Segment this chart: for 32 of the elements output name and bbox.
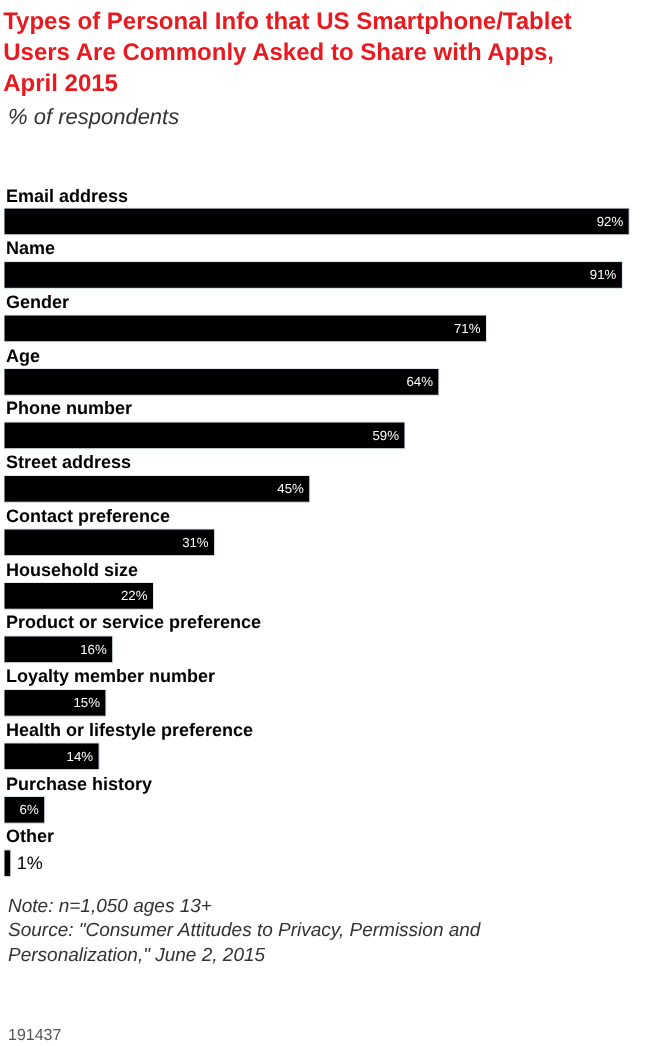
y-tick-label: Other — [6, 826, 55, 846]
y-tick-label: Phone number — [6, 398, 133, 418]
y-tick-label: Contact preference — [6, 506, 171, 526]
bar — [4, 314, 487, 343]
y-tick-label: Health or lifestyle preference — [6, 720, 254, 740]
bar — [4, 688, 107, 717]
bar — [4, 849, 12, 878]
y-tick-label: Loyalty member number — [6, 666, 217, 686]
y-tick-label: Age — [6, 346, 41, 366]
bar — [4, 742, 100, 771]
data-label: 1% — [16, 853, 43, 874]
bar — [4, 421, 406, 450]
bar — [4, 207, 630, 236]
bar — [4, 368, 440, 396]
chart-title: Types of Personal Info that US Smartphone/Tablet Users Are Commonly Asked to Share with Apps, April 2015 — [3, 6, 572, 98]
text: Note: n=1,050 ages 13+ — [8, 896, 213, 918]
bar — [4, 795, 46, 824]
y-tick-label: Purchase history — [6, 774, 153, 794]
text: 191437 — [8, 1026, 63, 1044]
bar — [4, 635, 114, 664]
bar — [4, 475, 311, 503]
y-tick-label: Street address — [6, 452, 132, 472]
y-tick-label: Email address — [6, 186, 129, 206]
y-tick-label: Product or service preference — [6, 612, 262, 632]
source-note: Source: "Consumer Attitudes to Privacy, Permission and Personalization," June 2, 2015 — [8, 920, 482, 967]
bar — [4, 581, 154, 610]
y-tick-label: Household size — [6, 560, 139, 580]
chart-subtitle: % of respondents — [8, 106, 181, 130]
bar — [4, 528, 216, 557]
bar — [4, 261, 623, 289]
y-tick-label: Gender — [6, 292, 71, 312]
y-tick-label: Name — [6, 238, 56, 258]
